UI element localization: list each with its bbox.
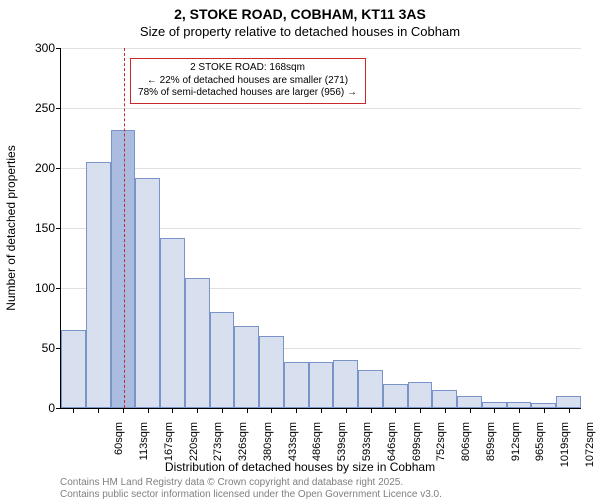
y-tick-label: 150 — [10, 221, 55, 235]
histogram-bar — [333, 360, 358, 408]
x-tick-mark — [123, 408, 124, 413]
x-tick-mark — [470, 408, 471, 413]
y-tick-mark — [56, 168, 61, 169]
histogram-bar — [61, 330, 86, 408]
y-tick-mark — [56, 408, 61, 409]
chart-container: 2, STOKE ROAD, COBHAM, KT11 3AS Size of … — [0, 0, 600, 500]
footer-line-2: Contains public sector information licen… — [60, 489, 442, 500]
histogram-bar — [160, 238, 185, 408]
histogram-bar — [556, 396, 581, 408]
y-tick-label: 250 — [10, 101, 55, 115]
annotation-line: 2 STOKE ROAD: 168sqm — [135, 62, 361, 75]
gridline — [61, 168, 581, 169]
y-tick-mark — [56, 228, 61, 229]
x-tick-mark — [519, 408, 520, 413]
title-main: 2, STOKE ROAD, COBHAM, KT11 3AS — [0, 6, 600, 22]
histogram-bar — [457, 396, 482, 408]
y-tick-mark — [56, 48, 61, 49]
histogram-bar — [86, 162, 111, 408]
x-tick-mark — [445, 408, 446, 413]
x-tick-mark — [371, 408, 372, 413]
annotation-line: 78% of semi-detached houses are larger (… — [135, 87, 361, 100]
histogram-bar — [234, 326, 259, 408]
x-tick-mark — [98, 408, 99, 413]
histogram-bar — [135, 178, 160, 408]
histogram-bar — [210, 312, 235, 408]
histogram-bar — [358, 370, 383, 408]
x-tick-mark — [247, 408, 248, 413]
annotation-line: ← 22% of detached houses are smaller (27… — [135, 75, 361, 88]
x-axis-label: Distribution of detached houses by size … — [0, 460, 600, 474]
x-tick-mark — [346, 408, 347, 413]
y-tick-label: 300 — [10, 41, 55, 55]
x-tick-mark — [420, 408, 421, 413]
marker-line — [124, 48, 125, 408]
x-tick-mark — [271, 408, 272, 413]
x-tick-mark — [395, 408, 396, 413]
annotation-box: 2 STOKE ROAD: 168sqm← 22% of detached ho… — [130, 58, 366, 104]
plot-area: 2 STOKE ROAD: 168sqm← 22% of detached ho… — [60, 48, 581, 409]
histogram-bar — [408, 382, 433, 408]
x-tick-mark — [172, 408, 173, 413]
y-tick-label: 100 — [10, 281, 55, 295]
histogram-bar — [383, 384, 408, 408]
footer-line-1: Contains HM Land Registry data © Crown c… — [60, 477, 403, 488]
x-tick-mark — [321, 408, 322, 413]
x-tick-mark — [222, 408, 223, 413]
histogram-bar — [432, 390, 457, 408]
histogram-bar — [185, 278, 210, 408]
x-tick-mark — [197, 408, 198, 413]
y-tick-label: 200 — [10, 161, 55, 175]
x-tick-mark — [494, 408, 495, 413]
y-tick-mark — [56, 108, 61, 109]
title-sub: Size of property relative to detached ho… — [0, 24, 600, 39]
y-tick-label: 0 — [10, 401, 55, 415]
y-tick-label: 50 — [10, 341, 55, 355]
x-tick-mark — [569, 408, 570, 413]
gridline — [61, 48, 581, 49]
histogram-bar — [284, 362, 309, 408]
gridline — [61, 108, 581, 109]
y-tick-mark — [56, 288, 61, 289]
x-tick-mark — [73, 408, 74, 413]
x-tick-mark — [544, 408, 545, 413]
x-tick-mark — [148, 408, 149, 413]
histogram-bar — [309, 362, 334, 408]
histogram-bar — [259, 336, 284, 408]
x-tick-mark — [296, 408, 297, 413]
